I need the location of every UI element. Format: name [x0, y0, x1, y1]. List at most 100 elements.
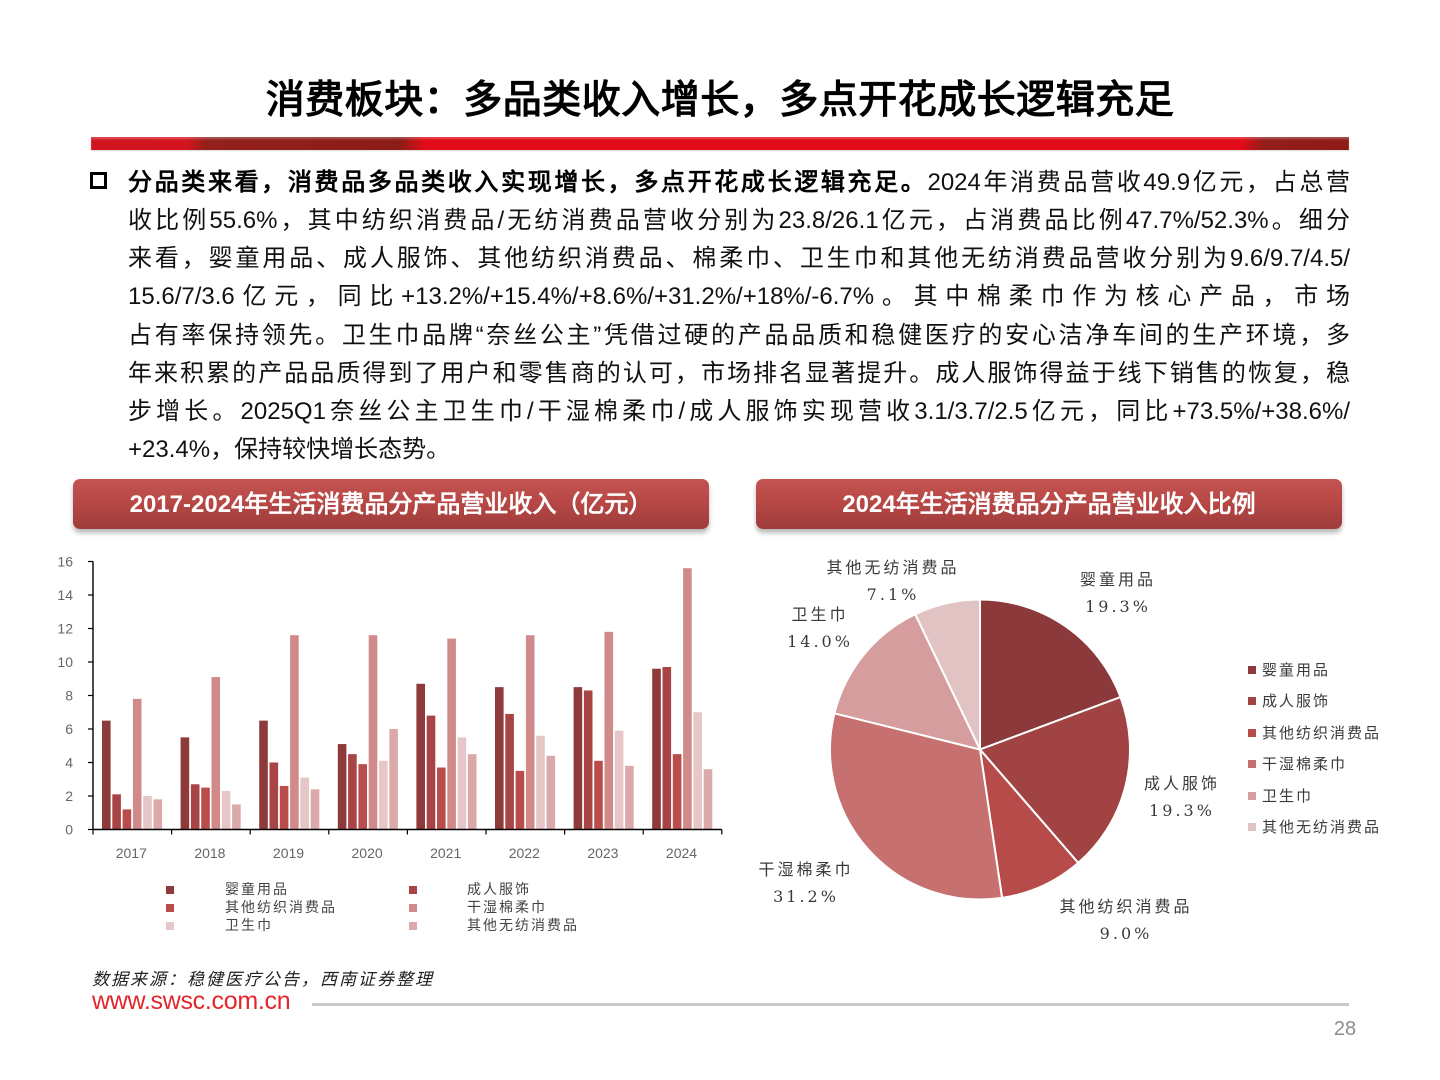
pie-label-wipes: 干湿棉柔巾 31.2%	[746, 856, 866, 910]
legend-label: 其他纺织消费品	[1262, 724, 1382, 742]
bar	[348, 754, 357, 830]
bar	[310, 789, 320, 830]
body-line-text: 2024年消费品营收49.9亿元，占总营	[927, 169, 1351, 196]
legend-label: 卫生巾	[1262, 787, 1314, 805]
bar	[153, 799, 163, 830]
legend-swatch-icon	[1248, 760, 1256, 768]
y-tick-label: 14	[57, 587, 73, 603]
bar	[625, 765, 634, 830]
pie-label-value: 19.3%	[1085, 597, 1151, 616]
legend-label: 成人服饰	[467, 882, 531, 898]
x-tick-label: 2023	[587, 845, 618, 861]
page-number: 28	[1333, 1018, 1357, 1040]
bar	[259, 720, 268, 830]
bar	[662, 667, 672, 830]
legend-swatch-icon	[1248, 792, 1256, 800]
bar	[122, 809, 132, 830]
legend-swatch-icon	[166, 886, 174, 894]
pie-chart-title-banner: 2024年生活消费品分产品营业收入比例	[756, 479, 1342, 529]
bar-chart-title-banner: 2017-2024年生活消费品分产品营业收入（亿元）	[73, 479, 709, 529]
legend-label: 其他无纺消费品	[1262, 818, 1382, 836]
legend-swatch-icon	[166, 904, 174, 912]
y-tick-label: 0	[65, 822, 73, 838]
y-tick-label: 16	[57, 554, 73, 570]
pie-label-baby: 婴童用品 19.3%	[1058, 566, 1178, 620]
bar	[495, 687, 504, 830]
footer-divider	[312, 1003, 1349, 1006]
bar	[389, 729, 398, 830]
bar	[683, 568, 692, 830]
axes	[92, 561, 723, 835]
body-line-2: 收比例55.6%，其中纺织消费品/无纺消费品营收分别为23.8/26.1亿元，占…	[128, 207, 1350, 234]
pie-slice	[914, 598, 981, 751]
bar	[290, 635, 299, 830]
body-line-1: 分品类来看，消费品多品类收入实现增长，多点开花成长逻辑充足。2024年消费品营收…	[128, 164, 1350, 202]
bar	[457, 737, 467, 830]
legend-swatch-icon	[409, 922, 417, 930]
pie-label-other-nonwoven: 其他无纺消费品 7.1%	[813, 554, 973, 608]
bar	[279, 785, 289, 830]
bar	[211, 677, 221, 830]
bar	[426, 715, 436, 830]
bar	[703, 769, 713, 830]
pie-label-name: 干湿棉柔巾	[758, 860, 854, 879]
pie-slice	[829, 712, 1004, 901]
legend-label: 其他纺织消费品	[225, 900, 337, 916]
pie-label-value: 14.0%	[787, 632, 853, 651]
pie-label-value: 19.3%	[1149, 801, 1215, 820]
bar	[652, 668, 661, 830]
bar	[190, 784, 200, 830]
legend-label: 婴童用品	[1262, 661, 1331, 679]
body-line-5: 占有率保持领先。卫生巾品牌“奈丝公主”凭借过硬的产品品质和稳健医疗的安心洁净车间…	[128, 322, 1350, 349]
bar	[467, 754, 477, 830]
pie-label-value: 31.2%	[773, 887, 839, 906]
legend-label: 其他无纺消费品	[467, 918, 579, 934]
bar	[269, 762, 279, 830]
bar	[143, 796, 152, 830]
body-line-4: 15.6/7/3.6亿元，同比+13.2%/+15.4%/+8.6%/+31.2…	[128, 283, 1350, 310]
x-tick-label: 2024	[666, 845, 697, 861]
legend-label: 成人服饰	[1262, 692, 1331, 710]
bar	[604, 631, 614, 830]
body-line-8: +23.4%，保持较快增长态势。	[128, 436, 451, 463]
y-tick-label: 10	[57, 654, 73, 670]
x-tick-label: 2022	[509, 845, 540, 861]
bar	[693, 712, 702, 830]
pie-slices	[829, 598, 1131, 901]
legend-label: 干湿棉柔巾	[467, 900, 547, 916]
legend-label: 婴童用品	[225, 882, 289, 898]
pie-slice	[979, 696, 1131, 864]
pie-slice	[979, 598, 1122, 751]
website-logo-text: www.swsc.com.cn	[92, 987, 291, 1015]
legend-swatch-icon	[409, 886, 417, 894]
bar	[112, 794, 121, 830]
pie-slice	[833, 613, 981, 751]
revenue-share-pie-chart	[829, 598, 1131, 901]
legend-swatch-icon	[1248, 729, 1256, 737]
bar	[505, 713, 514, 830]
body-line-7: 步增长。2025Q1奈丝公主卫生巾/干湿棉柔巾/成人服饰实现营收3.1/3.7/…	[128, 398, 1350, 425]
pie-label-value: 7.1%	[866, 585, 920, 604]
legend-swatch-icon	[409, 904, 417, 912]
legend-swatch-icon	[1248, 666, 1256, 674]
bar	[180, 737, 190, 830]
bar	[672, 754, 682, 830]
bar	[132, 698, 142, 830]
pie-label-name: 卫生巾	[791, 605, 849, 624]
pie-slice	[979, 748, 1080, 899]
x-tick-label: 2019	[273, 845, 304, 861]
x-tick-label: 2020	[352, 845, 383, 861]
legend-label: 卫生巾	[225, 918, 273, 934]
bar	[515, 770, 525, 830]
page-title: 消费板块：多品类收入增长，多点开花成长逻辑充足	[265, 79, 1175, 122]
bar	[201, 787, 210, 830]
legend-swatch-icon	[1248, 823, 1256, 831]
title-divider-bar	[91, 137, 1349, 150]
bar	[614, 730, 624, 830]
pie-label-adult-apparel: 成人服饰 19.3%	[1127, 770, 1237, 824]
legend-label: 干湿棉柔巾	[1262, 755, 1348, 773]
bar-series	[102, 568, 713, 830]
bar	[573, 687, 583, 830]
bar	[221, 790, 231, 830]
